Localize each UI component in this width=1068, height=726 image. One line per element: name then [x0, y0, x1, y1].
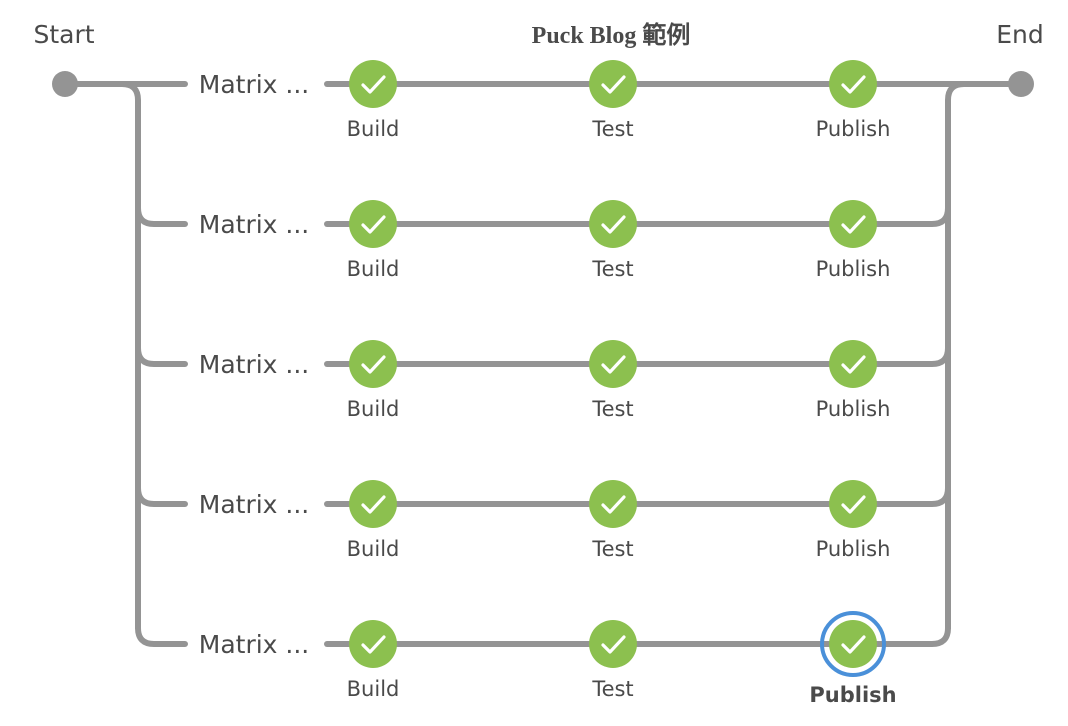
check-icon: [601, 495, 626, 514]
stage-node[interactable]: [589, 340, 637, 388]
success-status-circle: [829, 340, 877, 388]
branch-row: Matrix ... Build Test Publish: [135, 340, 951, 421]
branch-row: Matrix ... Build Test Publish: [135, 480, 951, 561]
stage-node[interactable]: [589, 60, 637, 108]
branch-rows: Matrix ... Build Test Publish Matrix ... Buil…: [135, 60, 951, 707]
check-icon: [841, 495, 866, 514]
stage-node[interactable]: [349, 620, 397, 668]
end-label: End: [996, 20, 1044, 49]
success-status-circle: [589, 480, 637, 528]
stage-label[interactable]: Test: [591, 677, 633, 701]
check-icon: [601, 215, 626, 234]
check-icon: [601, 75, 626, 94]
branch-fork-line: [135, 205, 188, 227]
stage-label[interactable]: Test: [591, 537, 633, 561]
join-bus: [945, 81, 967, 631]
stage-label[interactable]: Test: [591, 257, 633, 281]
stage-label[interactable]: Test: [591, 117, 633, 141]
check-icon: [841, 75, 866, 94]
success-status-circle: [829, 200, 877, 248]
stage-node[interactable]: [829, 60, 877, 108]
branch-join-line: [877, 205, 951, 227]
check-icon: [601, 635, 626, 654]
success-status-circle: [349, 60, 397, 108]
success-status-circle: [349, 620, 397, 668]
start-label: Start: [33, 20, 94, 49]
success-status-circle: [589, 340, 637, 388]
success-status-circle: [589, 620, 637, 668]
branch-join-line: [877, 625, 951, 647]
connector-lines: [62, 81, 1024, 631]
stage-label[interactable]: Publish: [816, 117, 891, 141]
branch-label[interactable]: Matrix ...: [199, 210, 310, 239]
success-status-circle: [829, 60, 877, 108]
branch-label[interactable]: Matrix ...: [199, 350, 310, 379]
success-status-circle: [829, 480, 877, 528]
check-icon: [361, 495, 386, 514]
stage-node[interactable]: [820, 611, 886, 677]
success-status-circle: [349, 480, 397, 528]
check-icon: [361, 635, 386, 654]
check-icon: [841, 215, 866, 234]
stage-node[interactable]: [349, 480, 397, 528]
branch-label[interactable]: Matrix ...: [199, 630, 310, 659]
branch-fork-line: [135, 625, 188, 647]
stage-label[interactable]: Build: [347, 537, 400, 561]
stage-label[interactable]: Build: [347, 397, 400, 421]
stage-label[interactable]: Publish: [809, 683, 896, 707]
stage-node[interactable]: [829, 200, 877, 248]
stage-label[interactable]: Build: [347, 257, 400, 281]
branch-fork-line: [135, 485, 188, 507]
end-node: [1008, 71, 1034, 97]
success-status-circle: [349, 200, 397, 248]
check-icon: [601, 355, 626, 374]
stage-label[interactable]: Test: [591, 397, 633, 421]
branch-label[interactable]: Matrix ...: [199, 490, 310, 519]
success-status-circle: [589, 200, 637, 248]
success-status-circle: [349, 340, 397, 388]
stage-label[interactable]: Publish: [816, 397, 891, 421]
stage-label[interactable]: Publish: [816, 257, 891, 281]
stage-node[interactable]: [349, 200, 397, 248]
check-icon: [361, 75, 386, 94]
check-icon: [841, 635, 866, 654]
check-icon: [841, 355, 866, 374]
branch-label[interactable]: Matrix ...: [199, 70, 310, 99]
start-node: [52, 71, 78, 97]
branch-join-line: [877, 345, 951, 367]
branch-fork-line: [135, 345, 188, 367]
pipeline-title: Puck Blog 範例: [532, 21, 691, 49]
fork-bus: [119, 81, 141, 631]
branch-row: Matrix ... Build Test Publish: [135, 611, 951, 707]
branch-join-line: [877, 485, 951, 507]
stage-node[interactable]: [589, 200, 637, 248]
stage-node[interactable]: [829, 340, 877, 388]
branch-row: Matrix ... Build Test Publish: [199, 60, 891, 141]
stage-node[interactable]: [349, 60, 397, 108]
selected-ring: [820, 611, 886, 677]
branch-row: Matrix ... Build Test Publish: [135, 200, 951, 281]
stage-label[interactable]: Publish: [816, 537, 891, 561]
success-status-circle: [829, 620, 877, 668]
stage-label[interactable]: Build: [347, 117, 400, 141]
stage-node[interactable]: [589, 480, 637, 528]
check-icon: [361, 355, 386, 374]
check-icon: [361, 215, 386, 234]
stage-node[interactable]: [349, 340, 397, 388]
stage-label[interactable]: Build: [347, 677, 400, 701]
stage-node[interactable]: [829, 480, 877, 528]
stage-node[interactable]: [589, 620, 637, 668]
success-status-circle: [589, 60, 637, 108]
